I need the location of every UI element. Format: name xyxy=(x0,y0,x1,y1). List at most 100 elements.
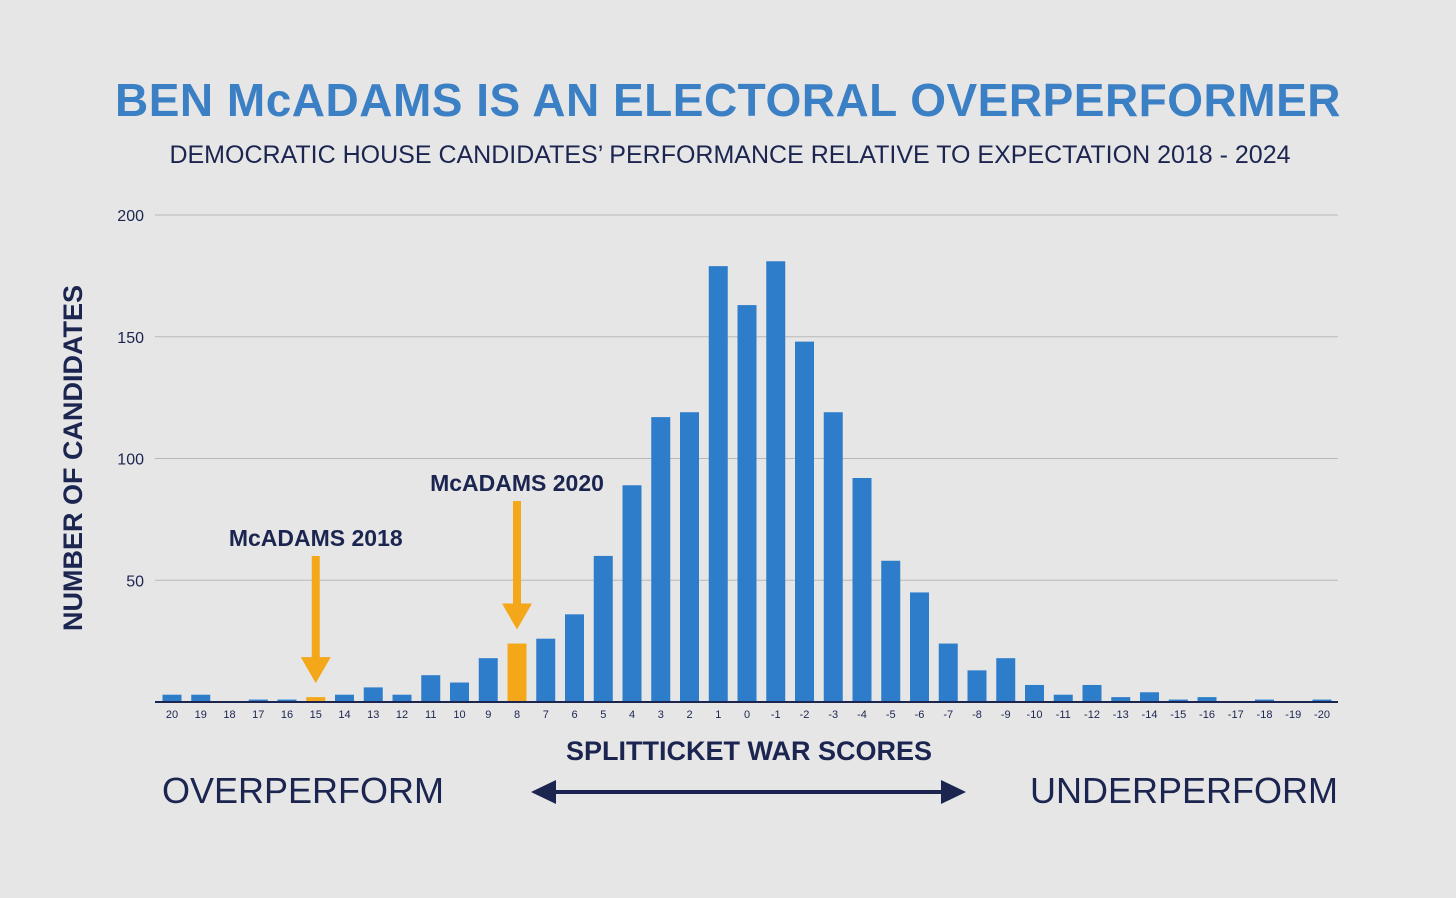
x-tick--2: -2 xyxy=(800,709,810,721)
bar-7 xyxy=(536,638,556,702)
x-tick-20: 20 xyxy=(166,709,178,721)
x-tick--1: -1 xyxy=(771,709,781,721)
x-tick-17: 17 xyxy=(252,709,264,721)
y-tick-100: 100 xyxy=(117,452,144,469)
arrow-head-mcadams-2018 xyxy=(300,657,331,684)
bar--1 xyxy=(766,261,786,702)
x-tick--9: -9 xyxy=(1001,709,1011,721)
bar-2 xyxy=(680,412,699,702)
x-tick-4: 4 xyxy=(629,709,635,721)
bar-14 xyxy=(335,694,354,702)
x-tick--5: -5 xyxy=(886,709,896,721)
y-tick-50: 50 xyxy=(126,573,144,590)
bar--4 xyxy=(852,477,872,702)
double-arrow-left-head xyxy=(531,780,556,804)
arrow-head-mcadams-2020 xyxy=(502,603,532,630)
x-tick-12: 12 xyxy=(396,709,408,721)
bars xyxy=(162,261,1332,702)
x-tick-8: 8 xyxy=(514,709,520,721)
overperform-label: OVERPERFORM xyxy=(162,770,444,811)
x-tick--14: -14 xyxy=(1142,709,1158,721)
x-tick-7: 7 xyxy=(543,709,549,721)
x-tick--11: -11 xyxy=(1056,709,1071,721)
x-tick--18: -18 xyxy=(1257,709,1273,721)
x-tick--6: -6 xyxy=(915,709,925,721)
x-tick--17: -17 xyxy=(1228,709,1244,721)
x-tick-11: 11 xyxy=(425,709,436,721)
x-tick-labels: 20 19 18 17 16 15 14 13 12 11 10 9 8 7 6 5 4 3 2 1 0 -1 -2 -3 -4… xyxy=(166,709,1330,721)
x-tick-14: 14 xyxy=(338,709,350,721)
bar--15 xyxy=(1168,699,1188,702)
arrow-shaft-mcadams-2020 xyxy=(513,501,521,606)
x-tick--3: -3 xyxy=(828,709,838,721)
bar--10 xyxy=(1025,684,1044,702)
x-tick--16: -16 xyxy=(1199,709,1215,721)
bar-13 xyxy=(363,687,383,702)
bar--9 xyxy=(996,658,1016,702)
x-tick-6: 6 xyxy=(571,709,577,721)
bar--11 xyxy=(1053,694,1073,702)
x-tick-18: 18 xyxy=(223,709,235,721)
bar--2 xyxy=(795,341,814,702)
bar-8 xyxy=(507,643,527,702)
bar-17 xyxy=(248,699,268,702)
x-tick--7: -7 xyxy=(943,709,953,721)
y-tick-150: 150 xyxy=(117,330,144,347)
double-arrow xyxy=(531,780,966,804)
x-tick-16: 16 xyxy=(281,709,293,721)
bar-20 xyxy=(162,694,182,702)
double-arrow-right-head xyxy=(941,780,966,804)
bar--7 xyxy=(938,643,958,702)
x-tick--8: -8 xyxy=(972,709,982,721)
x-tick--20: -20 xyxy=(1314,709,1330,721)
bar-4 xyxy=(622,485,642,702)
y-tick-200: 200 xyxy=(117,208,144,225)
x-tick-15: 15 xyxy=(310,709,322,721)
arrow-shaft-mcadams-2018 xyxy=(311,556,320,660)
bar--3 xyxy=(823,412,843,702)
bar--12 xyxy=(1082,684,1102,702)
x-tick-1: 1 xyxy=(715,709,721,721)
x-tick--13: -13 xyxy=(1113,709,1129,721)
x-tick-3: 3 xyxy=(658,709,664,721)
bar-10 xyxy=(450,682,469,702)
bar-5 xyxy=(593,555,613,702)
x-tick-19: 19 xyxy=(195,709,207,721)
bar--14 xyxy=(1140,692,1159,702)
annotation-mcadams-2020: McADAMS 2020 xyxy=(430,470,604,496)
bar-11 xyxy=(421,675,441,702)
annotations: McADAMS 2018 McADAMS 2020 xyxy=(229,470,604,684)
x-tick-2: 2 xyxy=(686,709,692,721)
bar--18 xyxy=(1255,699,1274,702)
bar--20 xyxy=(1312,699,1332,702)
y-axis-title: NUMBER OF CANDIDATES xyxy=(58,285,88,631)
chart-subtitle: DEMOCRATIC HOUSE CANDIDATES’ PERFORMANCE… xyxy=(169,141,1290,169)
underperform-label: UNDERPERFORM xyxy=(1030,770,1338,811)
x-tick-13: 13 xyxy=(367,709,379,721)
bar--5 xyxy=(881,560,901,702)
bar-15 xyxy=(306,697,326,702)
bar--8 xyxy=(967,670,987,702)
bar-12 xyxy=(392,694,412,702)
annotation-mcadams-2018: McADAMS 2018 xyxy=(229,525,403,551)
y-tick-labels: 50 100 150 200 xyxy=(117,208,144,590)
bar-1 xyxy=(708,266,728,702)
bar--16 xyxy=(1197,697,1217,702)
x-tick-10: 10 xyxy=(453,709,465,721)
bar--6 xyxy=(910,592,929,702)
x-tick--19: -19 xyxy=(1285,709,1301,721)
bar-0 xyxy=(737,305,757,702)
bar--13 xyxy=(1111,697,1131,702)
x-tick-9: 9 xyxy=(485,709,491,721)
x-tick-0: 0 xyxy=(744,709,750,721)
bar-19 xyxy=(191,694,211,702)
x-tick--10: -10 xyxy=(1027,709,1043,721)
x-tick--12: -12 xyxy=(1084,709,1100,721)
x-tick-5: 5 xyxy=(600,709,606,721)
chart-title: BEN McADAMS IS AN ELECTORAL OVERPERFORME… xyxy=(115,74,1341,126)
x-tick--15: -15 xyxy=(1170,709,1186,721)
bar-9 xyxy=(478,658,498,702)
bar-6 xyxy=(565,614,584,702)
bar-16 xyxy=(277,699,297,702)
